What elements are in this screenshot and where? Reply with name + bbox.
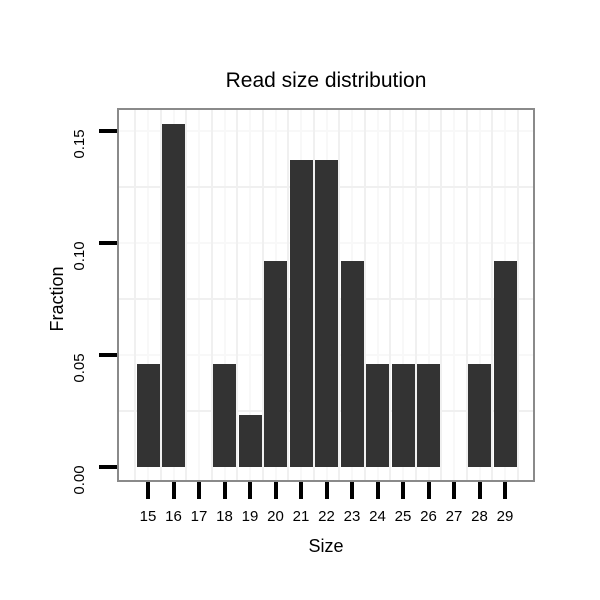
bar [366, 363, 389, 467]
x-axis-title: Size [308, 536, 344, 556]
x-tick-label: 21 [292, 508, 310, 525]
grid-major-vline [223, 110, 226, 480]
grid-major-vline [402, 110, 404, 480]
x-tick-mark [222, 482, 227, 499]
x-tick-label: 25 [394, 508, 412, 525]
x-tick-mark [375, 482, 380, 499]
y-tick-label: 0.15 [71, 129, 88, 159]
grid-minor-vline [389, 110, 392, 480]
grid-minor-vline [287, 110, 290, 480]
y-tick-label: 0.10 [71, 241, 88, 271]
y-tick-label: 0.00 [71, 465, 88, 495]
grid-major-vline [198, 110, 200, 480]
x-tick-mark [248, 482, 252, 499]
bar [213, 363, 236, 467]
x-tick-label: 15 [139, 508, 157, 525]
grid-minor-vline [491, 110, 494, 480]
grid-major-vline [249, 110, 251, 480]
grid-major-vline [376, 110, 379, 480]
grid-minor-vline [338, 110, 341, 480]
grid-minor-vline [261, 110, 264, 480]
bar [417, 363, 440, 467]
x-tick-mark [452, 482, 456, 499]
x-tick-mark [503, 482, 507, 499]
grid-minor-vline [210, 110, 213, 480]
bar [162, 124, 185, 467]
x-tick-mark [197, 482, 201, 499]
bar [315, 160, 338, 467]
grid-major-vline [478, 110, 481, 480]
x-tick-mark [350, 482, 354, 499]
x-tick-label: 19 [241, 508, 259, 525]
bar [136, 363, 160, 467]
bar [340, 260, 364, 467]
x-tick-label: 17 [190, 508, 208, 525]
x-tick-label: 26 [420, 508, 437, 525]
grid-minor-vline [465, 110, 468, 480]
grid-minor-vline [312, 110, 315, 480]
bar [493, 260, 517, 467]
grid-minor-vline [516, 110, 519, 480]
x-tick-label: 24 [369, 508, 386, 525]
grid-minor-vline [414, 110, 417, 480]
grid-major-hline [119, 130, 533, 132]
x-tick-label: 16 [165, 508, 182, 525]
x-tick-label: 29 [496, 508, 514, 525]
x-tick-mark [324, 482, 329, 499]
x-tick-mark [401, 482, 405, 499]
grid-major-vline [453, 110, 455, 480]
bar [468, 363, 491, 467]
bar [391, 363, 415, 467]
grid-minor-vline [134, 110, 137, 480]
bar [238, 415, 262, 467]
chart-title: Read size distribution [225, 69, 427, 92]
grid-major-vline [427, 110, 430, 480]
x-tick-mark [171, 482, 176, 499]
y-tick-label: 0.05 [71, 353, 88, 383]
x-tick-mark [273, 482, 278, 499]
x-tick-label: 18 [216, 508, 233, 525]
y-tick-mark [99, 129, 117, 133]
grid-minor-vline [363, 110, 366, 480]
x-tick-label: 27 [445, 508, 463, 525]
grid-minor-vline [236, 110, 239, 480]
plot-panel [117, 108, 535, 482]
bar [289, 160, 313, 467]
x-tick-label: 28 [471, 508, 488, 525]
x-tick-mark [426, 482, 431, 499]
grid-minor-vline [185, 110, 188, 480]
x-tick-label: 20 [267, 508, 284, 525]
y-tick-mark [99, 465, 117, 469]
x-tick-mark [477, 482, 482, 499]
y-tick-mark [99, 241, 117, 245]
grid-minor-vline [440, 110, 443, 480]
y-axis-title: Fraction [47, 266, 67, 332]
y-tick-mark [99, 353, 117, 357]
x-tick-mark [146, 482, 150, 499]
grid-major-vline [147, 110, 149, 480]
x-tick-label: 23 [343, 508, 361, 525]
bar [264, 260, 287, 467]
plot-area [119, 110, 533, 480]
x-tick-label: 22 [318, 508, 335, 525]
grid-minor-vline [159, 110, 162, 480]
x-tick-mark [299, 482, 303, 499]
